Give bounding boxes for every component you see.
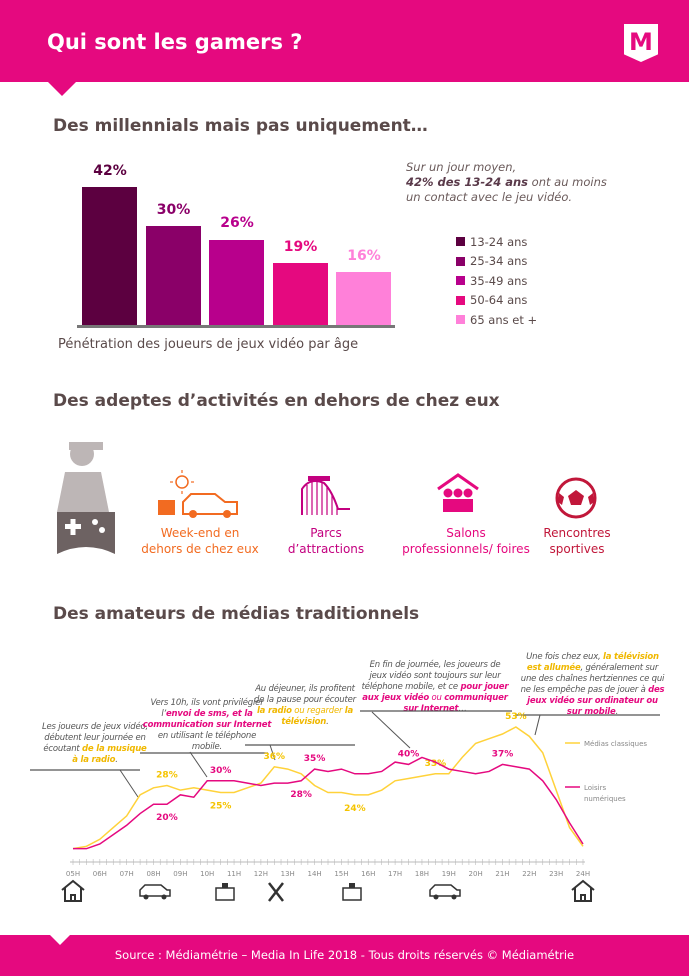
source-text: Source : Médiamétrie – Media In Life 201… (114, 948, 575, 962)
desk-icon (215, 883, 235, 901)
bar-chart-caption: Pénétration des joueurs de jeux vidéo pa… (58, 337, 359, 352)
x-tick-label: 14H (307, 870, 321, 878)
home-icon (61, 879, 85, 902)
annotation-pointer (119, 769, 139, 798)
legend-swatch (456, 237, 465, 247)
data-label: 33% (425, 759, 447, 769)
annotation-text: Au déjeuner, ils profitent de la pause p… (254, 684, 356, 727)
page-title: Qui sont les gamers ? (47, 30, 303, 54)
fork-knife-icon (268, 882, 284, 902)
bar-value-label: 19% (283, 238, 318, 255)
x-tick-label: 09H (173, 870, 187, 878)
annotation-text: Une fois chez eux, la télévision est all… (520, 652, 665, 717)
stat-note: Sur un jour moyen, 42% des 13-24 ans ont… (406, 160, 607, 204)
activity-label: Parcs d’attractions (287, 526, 365, 556)
x-tick-label: 23H (549, 870, 563, 878)
data-label: 28% (290, 790, 312, 800)
bar-value-label: 16% (347, 248, 381, 265)
footer: Source : Médiamétrie – Media In Life 201… (0, 935, 689, 976)
x-tick-label: 07H (120, 870, 134, 878)
roller-coaster-icon (301, 476, 350, 515)
section-title-media: Des amateurs de médias traditionnels (53, 604, 420, 624)
annotation-pointer (534, 714, 541, 736)
soccer-ball-icon (555, 477, 597, 519)
age-bar-chart: 42% 30% 26% 19% 16% (82, 150, 402, 325)
gamer-icon (57, 442, 115, 554)
desk-icon (342, 883, 362, 901)
data-label: 24% (344, 804, 366, 814)
x-tick-label: 10H (200, 870, 214, 878)
bar-value-label: 42% (93, 162, 127, 179)
section-title-millennials: Des millennials mais pas uniquement… (53, 116, 428, 136)
legend-item: 35-49 ans (456, 271, 537, 291)
series-line-loisirs (73, 756, 584, 850)
data-label: 28% (156, 770, 178, 780)
annotation-text: En fin de journée, les joueurs de jeux v… (361, 660, 509, 714)
annotation-pointer (371, 711, 411, 749)
x-tick-label: 16H (361, 870, 375, 878)
annotation-pointer (269, 744, 276, 761)
x-tick-label: 21H (495, 870, 509, 878)
bar-25-34-ans (145, 226, 201, 325)
section-title-activities: Des adeptes d’activités en dehors de che… (53, 391, 500, 411)
activity-label: Rencontres sportives (543, 526, 611, 556)
series-line-medias (72, 726, 584, 850)
header: Qui sont les gamers ? M (0, 0, 689, 82)
mediametrie-logo: M (624, 24, 658, 62)
bar-value-label: 30% (156, 202, 191, 219)
legend-item: 25-34 ans (456, 252, 537, 272)
x-tick-label: 18H (415, 870, 429, 878)
legend-swatch (456, 276, 465, 286)
data-label: 20% (156, 813, 178, 823)
car-icon (139, 884, 171, 900)
bar-50-64-ans (272, 262, 328, 325)
activity-label: Salons professionnels/ foires (402, 526, 530, 556)
x-tick-label: 19H (442, 870, 456, 878)
bar-65-ans-et- (336, 272, 391, 325)
x-tick-label: 05H (66, 870, 80, 878)
x-tick-label: 20H (469, 870, 483, 878)
footer-notch (50, 935, 70, 945)
header-notch (48, 82, 76, 96)
x-tick-label: 12H (254, 870, 268, 878)
x-tick-label: 13H (281, 870, 295, 878)
data-label: 35% (304, 754, 326, 764)
x-tick-label: 22H (522, 870, 536, 878)
data-label: 37% (492, 749, 514, 759)
age-legend: 13-24 ans 25-34 ans 35-49 ans 50-64 ans 65 a… (456, 232, 537, 330)
daily-line-chart: 05H 06H 07H 08H 09H 10H 11H 12H 13H 14H 15H 16H 17H 1… (30, 710, 660, 902)
legend-swatch (456, 315, 465, 325)
legend-swatch (456, 256, 465, 266)
bar-35-49-ans (209, 239, 264, 325)
car-sun-icon (158, 470, 238, 518)
legend-item: 65 ans et + (456, 310, 537, 330)
car-icon (429, 884, 461, 900)
annotation-pointer (189, 751, 208, 778)
x-tick-label: 08H (146, 870, 160, 878)
legend-label: Loisirs (584, 784, 606, 792)
legend-item: 13-24 ans (456, 232, 537, 252)
x-tick-label: 17H (388, 870, 402, 878)
people-house-icon (437, 473, 479, 512)
data-label: 30% (210, 766, 232, 776)
x-tick-label: 24H (576, 870, 590, 878)
activity-label: Week-end en dehors de chez eux (141, 526, 259, 556)
x-tick-label: 11H (227, 870, 241, 878)
legend-label: numériques (584, 795, 626, 803)
bar-axis (77, 325, 395, 328)
x-tick-label: 15H (334, 870, 348, 878)
annotation-text: Vers 10h, ils vont privilégier l’envoi d… (142, 698, 272, 752)
x-tick-label: 06H (93, 870, 107, 878)
data-label: 36% (264, 752, 286, 762)
legend-label: Médias classiques (584, 740, 647, 748)
bar-13-24-ans (82, 186, 137, 325)
legend-item: 50-64 ans (456, 291, 537, 311)
data-label: 53% (505, 712, 527, 722)
annotation-text: Les joueurs de jeux vidéo, débutent leur… (41, 722, 149, 765)
home-icon (571, 879, 595, 902)
data-label: 25% (210, 802, 232, 812)
bar-value-label: 26% (220, 215, 254, 232)
legend-swatch (456, 295, 465, 305)
data-label: 40% (398, 749, 420, 759)
